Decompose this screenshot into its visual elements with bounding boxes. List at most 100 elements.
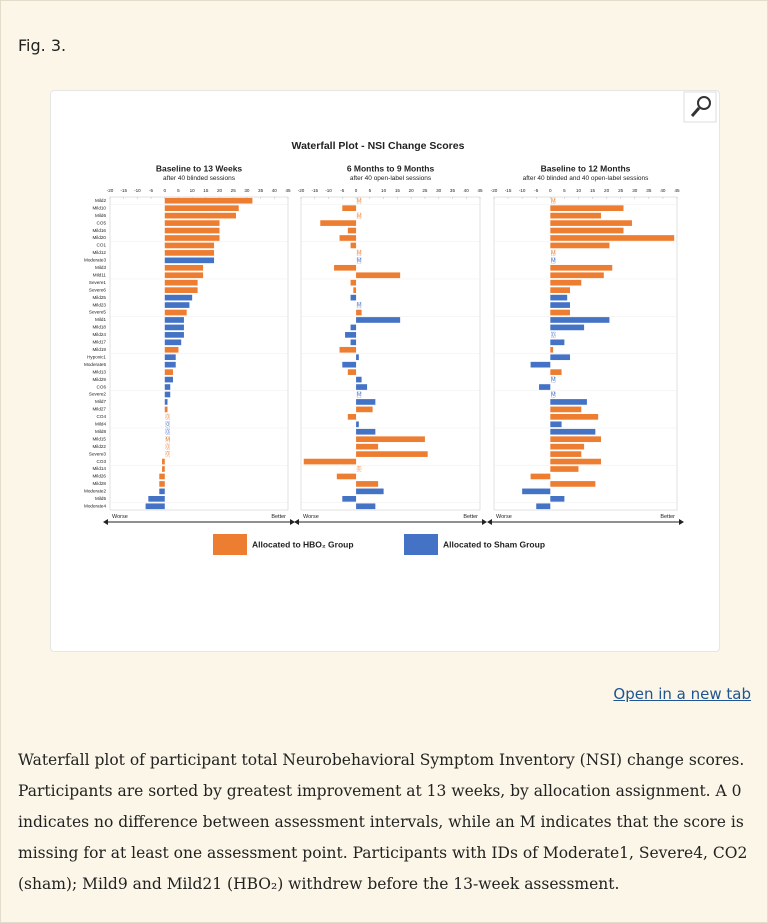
bar bbox=[164, 317, 184, 323]
bar bbox=[550, 406, 582, 413]
bar bbox=[350, 242, 357, 249]
bar bbox=[342, 361, 357, 368]
value-label-box bbox=[165, 413, 170, 420]
category-label: Moderate5 bbox=[84, 362, 106, 367]
x-tick-label: 0 bbox=[355, 188, 358, 193]
value-label: 0 bbox=[166, 452, 169, 458]
category-label: Mild27 bbox=[92, 407, 106, 412]
category-label: Mild24 bbox=[92, 332, 106, 337]
x-tick-label: 25 bbox=[422, 188, 428, 193]
bar bbox=[356, 384, 368, 390]
direction-label: Worse bbox=[303, 514, 319, 520]
direction-label: Better bbox=[660, 514, 675, 520]
bar bbox=[356, 309, 362, 316]
bar bbox=[550, 272, 604, 279]
category-label: Moderate4 bbox=[84, 503, 106, 508]
panel-title: Baseline to 12 Months bbox=[541, 163, 631, 173]
category-label: Mild25 bbox=[92, 295, 106, 300]
panel-subtitle: after 40 open-label sessions bbox=[350, 175, 432, 182]
bar bbox=[164, 242, 215, 249]
x-tick-label: 10 bbox=[576, 188, 582, 193]
x-tick-label: 45 bbox=[674, 188, 680, 193]
bar bbox=[550, 324, 585, 331]
bar bbox=[162, 458, 165, 465]
bar bbox=[530, 361, 551, 368]
bar bbox=[353, 287, 357, 293]
value-label: M bbox=[357, 258, 361, 264]
value-label-box bbox=[551, 249, 556, 256]
value-label: M bbox=[551, 198, 555, 204]
category-label: Mild10 bbox=[92, 205, 106, 210]
bar bbox=[550, 287, 571, 293]
value-label: M bbox=[357, 213, 361, 219]
bar bbox=[550, 436, 601, 443]
bar bbox=[550, 414, 599, 420]
bar bbox=[356, 406, 373, 413]
value-label-box bbox=[356, 391, 362, 398]
x-tick-label: 35 bbox=[258, 188, 264, 193]
x-tick-label: -20 bbox=[107, 188, 114, 193]
value-label-box bbox=[551, 257, 556, 264]
bar bbox=[550, 495, 565, 502]
x-tick-label: 5 bbox=[369, 188, 372, 193]
category-label: Mild17 bbox=[92, 340, 106, 345]
bar bbox=[347, 369, 357, 375]
bar bbox=[164, 399, 168, 405]
bar bbox=[339, 235, 357, 241]
open-link[interactable]: Open in a new tab bbox=[613, 685, 751, 703]
x-tick-label: 45 bbox=[285, 188, 291, 193]
x-tick-label: 20 bbox=[217, 188, 223, 193]
bar bbox=[303, 458, 357, 465]
bar bbox=[356, 443, 379, 450]
category-label: Mild28 bbox=[92, 481, 106, 486]
category-label: CO1 bbox=[97, 243, 107, 248]
x-tick-label: 0 bbox=[163, 188, 166, 193]
category-label: Mild2 bbox=[95, 198, 106, 203]
category-label: Severe1 bbox=[89, 280, 107, 285]
bar bbox=[550, 466, 579, 472]
bar bbox=[164, 205, 239, 212]
x-tick-label: 35 bbox=[450, 188, 456, 193]
bar bbox=[164, 354, 176, 361]
bar bbox=[356, 428, 376, 435]
bar bbox=[550, 242, 610, 249]
value-label: 0 bbox=[166, 422, 169, 428]
category-label: Severe5 bbox=[89, 310, 107, 315]
arrow-head bbox=[679, 519, 684, 525]
value-label: M bbox=[551, 377, 555, 383]
x-tick-label: 30 bbox=[244, 188, 250, 193]
category-label: Mild15 bbox=[92, 436, 106, 441]
category-label: CO6 bbox=[97, 384, 107, 389]
direction-label: Worse bbox=[496, 514, 512, 520]
value-label-box bbox=[165, 428, 170, 435]
panel-subtitle: after 40 blinded and 40 open-label sessi… bbox=[523, 175, 650, 182]
bar bbox=[550, 302, 571, 308]
bar bbox=[550, 354, 571, 361]
bar bbox=[550, 279, 582, 286]
bar bbox=[162, 466, 165, 472]
category-label: Mild5 bbox=[95, 496, 106, 501]
bar bbox=[145, 503, 165, 510]
bar bbox=[550, 235, 675, 241]
bar bbox=[164, 294, 193, 301]
zoom-icon[interactable] bbox=[683, 91, 717, 123]
x-tick-label: 45 bbox=[477, 188, 483, 193]
category-label: Hypoxic1 bbox=[87, 354, 106, 359]
category-label: CO3 bbox=[97, 459, 107, 464]
x-tick-label: -10 bbox=[134, 188, 141, 193]
bar bbox=[550, 369, 562, 375]
bar bbox=[550, 451, 582, 457]
value-label: 0 bbox=[358, 467, 361, 473]
bar bbox=[164, 324, 184, 331]
bar bbox=[356, 317, 401, 323]
bar bbox=[164, 272, 204, 279]
category-label: Mild18 bbox=[92, 325, 106, 330]
bar bbox=[164, 220, 220, 226]
value-label-box bbox=[551, 331, 556, 338]
bar bbox=[356, 436, 425, 443]
x-tick-label: 20 bbox=[604, 188, 610, 193]
bar bbox=[334, 264, 357, 271]
bar bbox=[350, 324, 357, 331]
bar bbox=[164, 279, 198, 286]
panel-title: Baseline to 13 Weeks bbox=[156, 163, 243, 173]
